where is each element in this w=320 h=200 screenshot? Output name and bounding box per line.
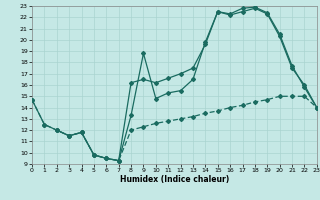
X-axis label: Humidex (Indice chaleur): Humidex (Indice chaleur) xyxy=(120,175,229,184)
